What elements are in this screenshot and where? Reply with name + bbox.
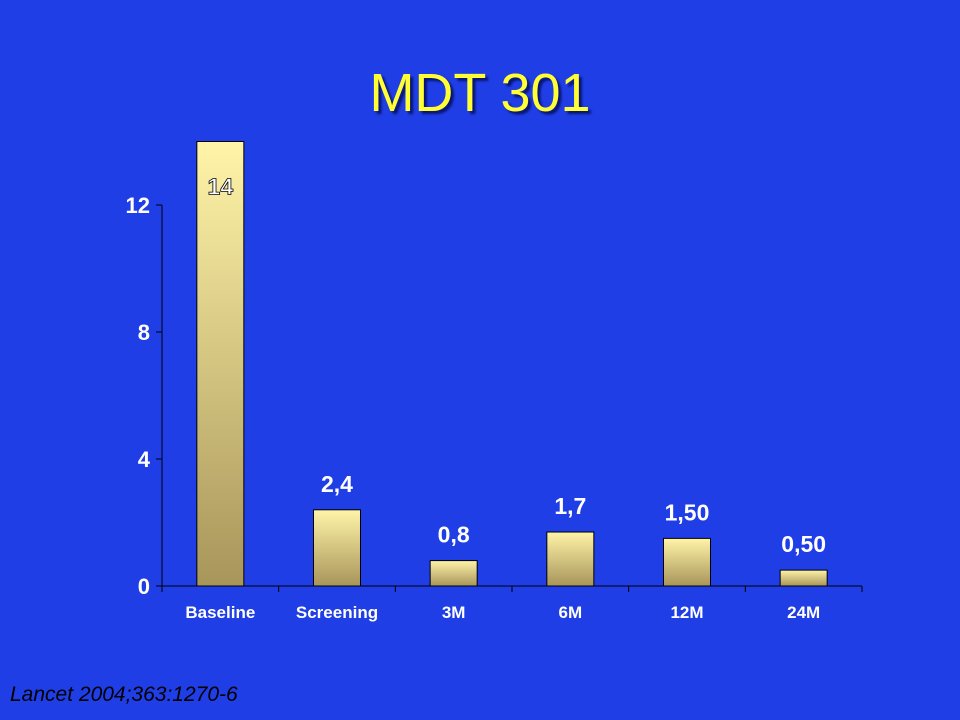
x-tick-label-12m: 12M — [670, 603, 703, 622]
bar-screening — [313, 509, 361, 587]
data-label-24m: 0,50 — [781, 531, 826, 557]
bar-3m — [429, 560, 478, 587]
y-tick-label: 0 — [138, 574, 150, 599]
y-tick-label: 12 — [126, 193, 150, 218]
x-tick-label-screening: Screening — [296, 603, 378, 622]
bar-12m — [663, 537, 711, 587]
citation-text: Lancet 2004;363:1270-6 — [10, 683, 238, 706]
x-tick-label-baseline: Baseline — [185, 603, 255, 622]
chart-title: MDT 301 — [369, 63, 591, 123]
data-label-12m: 1,50 — [665, 499, 710, 525]
data-label-3m: 0,8 — [438, 522, 470, 548]
bar-6m — [546, 531, 595, 587]
data-label-baseline: 14 — [208, 174, 234, 200]
data-label-screening: 2,4 — [321, 471, 353, 497]
x-tick-label-24m: 24M — [787, 603, 820, 622]
y-tick-label: 8 — [138, 320, 150, 345]
bar-baseline — [196, 141, 245, 587]
x-tick-label-3m: 3M — [442, 603, 466, 622]
x-tick-label-6m: 6M — [559, 603, 583, 622]
y-tick-label: 4 — [138, 447, 151, 472]
bar-24m — [779, 569, 828, 587]
data-label-6m: 1,7 — [554, 493, 586, 519]
